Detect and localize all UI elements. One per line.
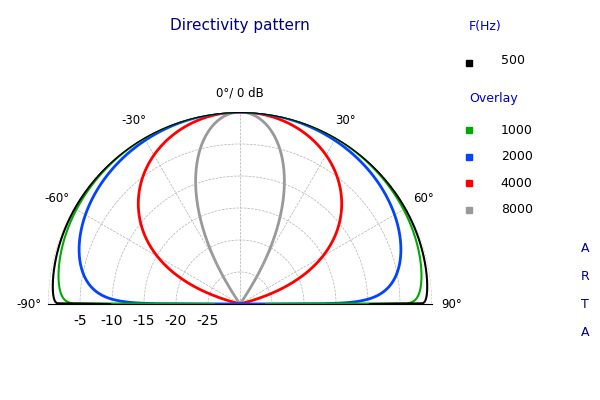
Text: Directivity pattern: Directivity pattern (170, 18, 310, 33)
Text: 1000: 1000 (500, 124, 533, 137)
Text: A: A (581, 326, 589, 338)
Text: Overlay: Overlay (469, 92, 518, 105)
Text: T: T (581, 298, 589, 310)
Text: 4000: 4000 (500, 177, 533, 190)
Text: R: R (581, 270, 589, 282)
Text: F(Hz): F(Hz) (469, 20, 502, 33)
Text: 500: 500 (500, 54, 524, 67)
Text: 2000: 2000 (500, 150, 533, 163)
Text: A: A (581, 242, 589, 254)
Text: 8000: 8000 (500, 203, 533, 216)
